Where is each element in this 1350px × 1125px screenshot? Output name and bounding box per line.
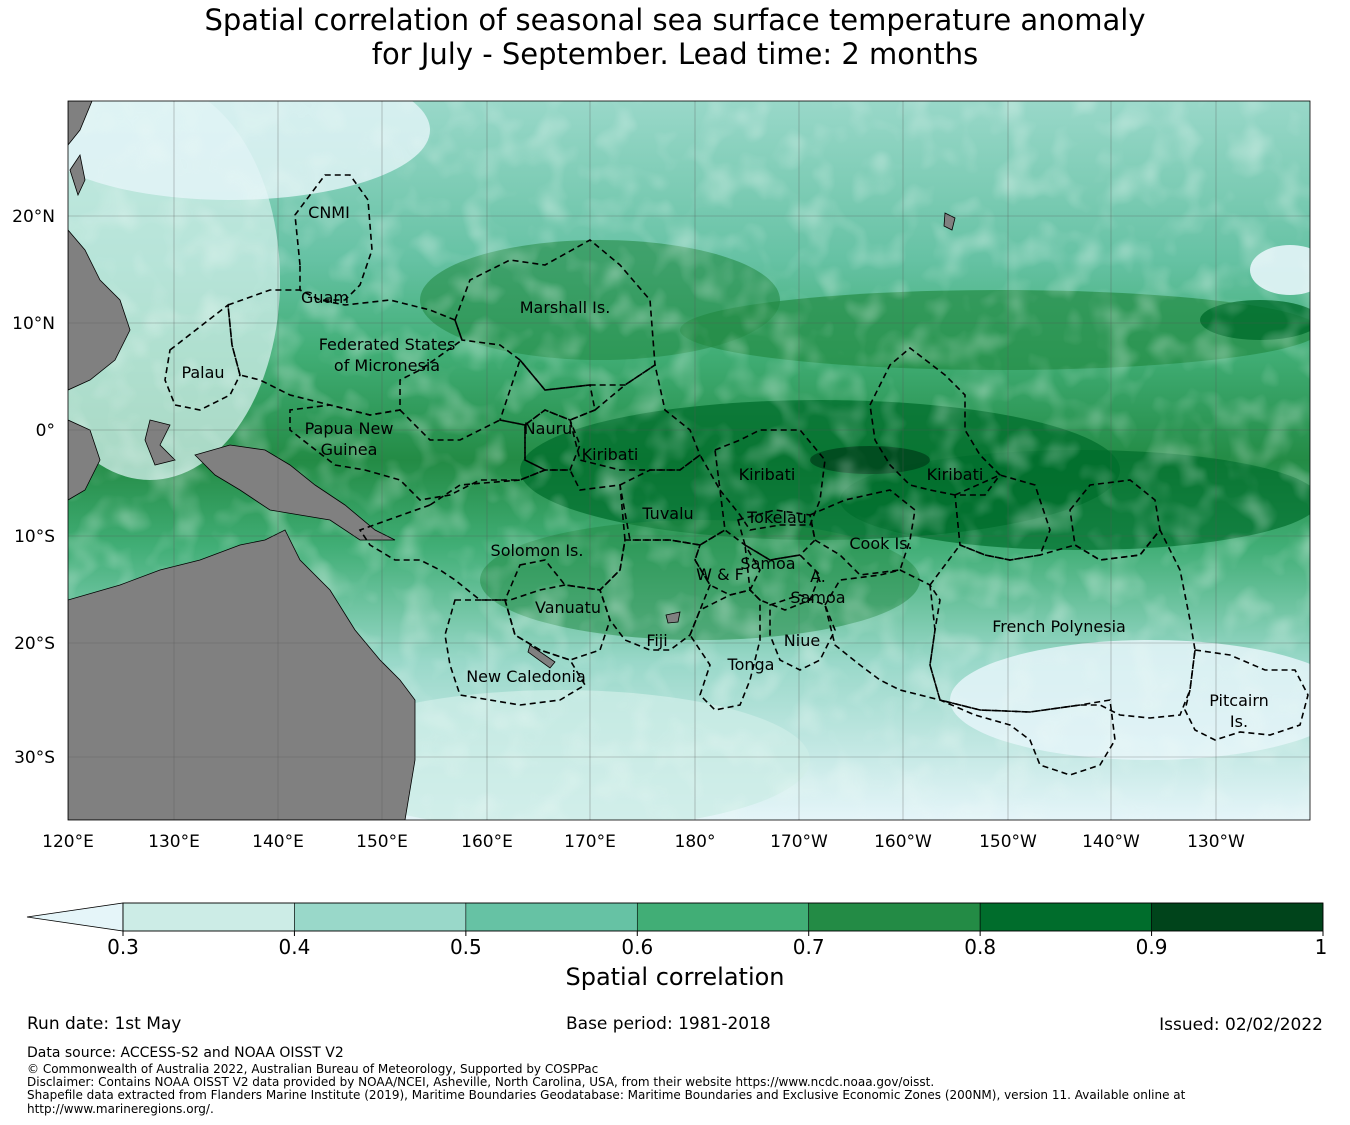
borneo-landmass (68, 419, 101, 501)
new-caledonia-landmass (527, 644, 556, 669)
shapefile-credit-line2: http://www.marineregions.org/. (27, 1102, 214, 1116)
shapefile-credit-line1: Shapefile data extracted from Flanders M… (27, 1088, 1186, 1102)
colorbar-segment (294, 902, 467, 932)
label-pitcairn-line1: Pitcairn (1209, 691, 1269, 710)
label-kiribati-east: Kiribati (927, 465, 984, 484)
label-kiribati-west: Kiribati (582, 445, 639, 464)
fiji-landmass (665, 611, 681, 624)
lon-tick: 150°E (356, 832, 408, 852)
colorbar-segment (979, 902, 1152, 932)
colorbar-segment (808, 902, 981, 932)
data-source: Data source: ACCESS-S2 and NOAA OISST V2 (27, 1045, 344, 1061)
lon-tick: 150°W (979, 832, 1037, 852)
lat-tick: 10°N (12, 314, 55, 334)
latitude-axis: 20°N 10°N 0° 10°S 20°S 30°S (12, 207, 55, 768)
label-kiribati-central: Kiribati (739, 465, 796, 484)
colorbar-tick-label: 0.6 (621, 935, 653, 959)
lon-tick: 160°W (874, 832, 932, 852)
disclaimer: Disclaimer: Contains NOAA OISST V2 data … (27, 1075, 935, 1089)
sulawesi-landmass (144, 419, 176, 466)
label-solomon-is: Solomon Is. (491, 541, 584, 560)
lon-tick: 120°E (42, 832, 94, 852)
colorbar: 0.3 0.4 0.5 0.6 0.7 0.8 0.9 1 (26, 902, 1328, 959)
label-wallis-futuna: W & F (696, 565, 744, 584)
map-frame (67, 100, 1311, 821)
label-vanuatu: Vanuatu (535, 598, 601, 617)
label-guam: Guam (301, 288, 349, 307)
label-new-caledonia: New Caledonia (466, 667, 586, 686)
label-png-line1: Papua New (305, 419, 394, 438)
label-nauru: Nauru (524, 419, 573, 438)
colorbar-tick-label: 0.3 (107, 935, 139, 959)
run-date: Run date: 1st May (27, 1014, 182, 1034)
copyright: © Commonwealth of Australia 2022, Austra… (27, 1062, 599, 1076)
colorbar-tick-label: 0.4 (279, 935, 311, 959)
lon-tick: 130°W (1187, 832, 1245, 852)
longitude-axis: 120°E 130°E 140°E 150°E 160°E 170°E 180°… (42, 832, 1245, 852)
base-period: Base period: 1981-2018 (566, 1014, 771, 1034)
hawaii-landmass (943, 212, 956, 231)
label-tokelau: Tokelau (746, 508, 807, 527)
colorbar-tick-label: 0.5 (450, 935, 482, 959)
lat-tick: 0° (36, 421, 55, 441)
colorbar-segment (465, 902, 638, 932)
label-american-samoa-line1: A. (810, 567, 826, 586)
colorbar-title: Spatial correlation (565, 963, 785, 991)
lon-tick: 140°E (252, 832, 304, 852)
label-fiji: Fiji (646, 631, 667, 650)
label-niue: Niue (784, 631, 820, 650)
lon-tick: 170°E (564, 832, 616, 852)
lon-tick: 140°W (1082, 832, 1140, 852)
lat-tick: 20°N (12, 207, 55, 227)
label-pitcairn-line2: Is. (1230, 712, 1248, 731)
lat-tick: 10°S (14, 527, 55, 547)
graticule (68, 101, 1310, 820)
chart-title-line1: Spatial correlation of seasonal sea surf… (204, 3, 1146, 37)
taiwan-landmass (69, 153, 86, 197)
label-png-line2: Guinea (321, 440, 378, 459)
label-fsm-line2: of Micronesia (334, 356, 440, 375)
label-palau: Palau (181, 363, 224, 382)
australia-landmass (68, 529, 416, 820)
label-tonga: Tonga (727, 655, 775, 674)
lon-tick: 170°W (770, 832, 828, 852)
label-french-polynesia: French Polynesia (992, 617, 1126, 636)
label-tuvalu: Tuvalu (641, 504, 693, 523)
colorbar-segment (1151, 902, 1324, 932)
colorbar-tick-label: 0.9 (1136, 935, 1168, 959)
label-marshall-is: Marshall Is. (520, 298, 611, 317)
lat-tick: 20°S (14, 634, 55, 654)
region-labels: CNMI Guam Marshall Is. Federated States … (181, 203, 1268, 731)
colorbar-frame (122, 902, 1324, 932)
colorbar-tick-label: 0.8 (964, 935, 996, 959)
colorbar-segment (636, 902, 810, 932)
label-american-samoa-line2: Samoa (790, 588, 845, 607)
label-fsm-line1: Federated States (319, 335, 456, 354)
colorbar-tick-label: 0.7 (793, 935, 825, 959)
colorbar-tick-label: 1 (1315, 935, 1328, 959)
label-cook-is: Cook Is. (849, 534, 912, 553)
colorbar-segment (122, 902, 295, 932)
lon-tick: 160°E (461, 832, 513, 852)
lon-tick: 180° (675, 832, 716, 852)
lon-tick: 130°E (148, 832, 200, 852)
colorbar-extend-arrow (26, 902, 124, 932)
asia-landmass (68, 101, 93, 146)
lat-tick: 30°S (14, 748, 55, 768)
label-samoa: Samoa (740, 554, 795, 573)
label-cnmi: CNMI (308, 203, 350, 222)
eez-boundaries (164, 174, 1309, 776)
issued-date: Issued: 02/02/2022 (1159, 1015, 1323, 1035)
chart-title-line2: for July - September. Lead time: 2 month… (371, 37, 979, 71)
philippines-landmass (68, 229, 131, 391)
new-guinea-landmass (194, 444, 396, 541)
